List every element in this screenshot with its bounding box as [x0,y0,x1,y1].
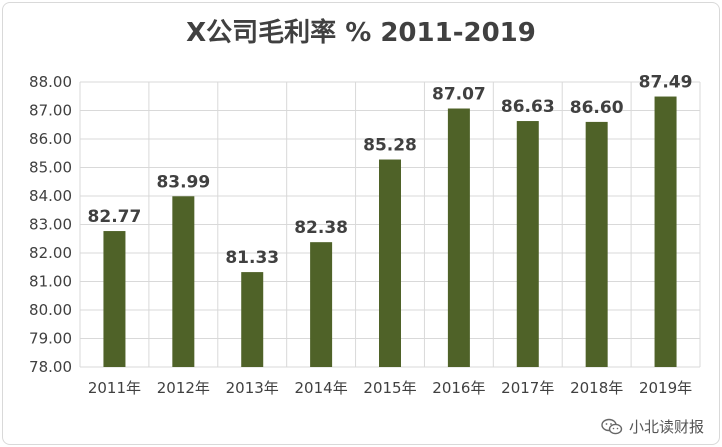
bar [585,121,608,368]
y-tick-label: 88.00 [29,73,72,91]
data-label: 81.33 [225,248,279,268]
bar [447,108,470,367]
x-tick-label: 2011年 [88,379,141,397]
data-label: 86.60 [570,98,624,118]
x-tick-label: 2013年 [226,379,279,397]
x-tick-label: 2018年 [570,379,623,397]
x-tick-label: 2016年 [432,379,485,397]
data-label: 83.99 [156,172,210,192]
watermark-text: 小北读财报 [628,418,704,436]
bar [241,272,264,367]
x-tick-label: 2015年 [363,379,416,397]
x-tick-label: 2012年 [157,379,210,397]
bar [103,231,126,367]
y-tick-label: 82.00 [29,244,72,262]
y-tick-label: 84.00 [29,187,72,205]
x-tick-label: 2014年 [295,379,348,397]
x-tick-label: 2019年 [639,379,692,397]
y-tick-label: 85.00 [29,159,72,177]
data-label: 87.49 [639,73,693,93]
y-tick-label: 80.00 [29,301,72,319]
data-label: 87.07 [432,85,486,105]
data-label: 82.77 [88,207,142,227]
data-label: 86.63 [501,97,555,117]
y-tick-label: 78.00 [29,358,72,376]
bar [516,121,539,367]
watermark: 小北读财报 [601,416,704,437]
y-tick-label: 86.00 [29,130,72,148]
x-tick-label: 2017年 [501,379,554,397]
y-tick-label: 87.00 [29,102,72,120]
y-tick-label: 79.00 [29,330,72,348]
y-tick-label: 83.00 [29,216,72,234]
bar [310,242,333,367]
bar [172,196,195,367]
data-label: 85.28 [363,136,417,156]
data-label: 82.38 [294,218,348,238]
wechat-icon [601,418,623,434]
bar [654,96,677,367]
bar [379,159,401,367]
chart-title: X公司毛利率 % 2011-2019 [186,18,536,48]
y-tick-label: 81.00 [29,273,72,291]
